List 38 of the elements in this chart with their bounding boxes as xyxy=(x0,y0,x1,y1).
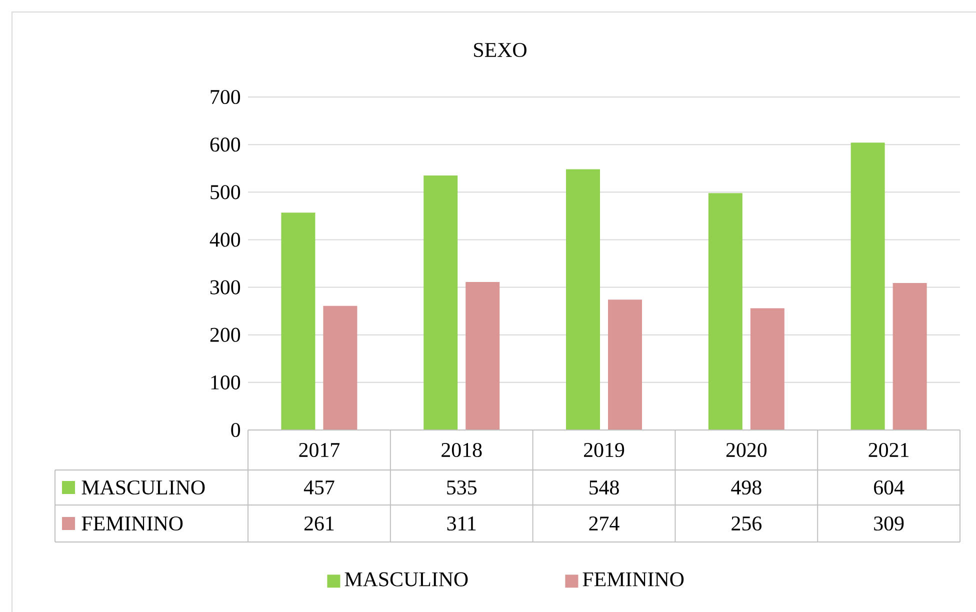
bar xyxy=(708,193,742,430)
y-tick-label: 600 xyxy=(210,138,240,152)
data-label: 548 xyxy=(590,480,619,495)
y-tick-label: 100 xyxy=(211,375,240,390)
x-tick-label: 2021 xyxy=(868,442,908,458)
data-label: 311 xyxy=(447,516,476,531)
bar xyxy=(750,308,784,430)
bar xyxy=(466,282,500,430)
data-label: 498 xyxy=(731,480,762,495)
x-tick-label: 2020 xyxy=(726,442,767,458)
text: MASCULINO xyxy=(344,572,468,586)
y-tick-label: 0 xyxy=(231,422,240,438)
data-label: 457 xyxy=(304,480,334,494)
y-tick-label: 500 xyxy=(210,185,240,200)
bar xyxy=(608,300,642,430)
legend-label: FEMININO xyxy=(582,572,684,586)
x-tick-label: 2017 xyxy=(299,442,340,458)
y-tick-label: 200 xyxy=(210,328,240,342)
bar xyxy=(850,142,885,430)
legend-label: MASCULINO xyxy=(82,480,205,495)
data-label: 261 xyxy=(304,516,334,531)
chart-title: SEXO xyxy=(474,42,526,58)
bar xyxy=(323,306,358,430)
data-label: 535 xyxy=(447,480,476,495)
bar xyxy=(281,212,316,430)
x-tick-label: 2018 xyxy=(442,442,482,458)
text: FEMININO xyxy=(82,516,183,531)
bar xyxy=(566,169,600,430)
y-tick-label: 400 xyxy=(210,232,240,247)
data-label: 256 xyxy=(732,516,762,531)
data-label: 274 xyxy=(589,516,620,530)
y-tick-label: 300 xyxy=(210,280,240,294)
data-label: 309 xyxy=(874,516,904,531)
y-tick-label: 700 xyxy=(210,90,240,104)
x-tick-label: 2019 xyxy=(584,442,624,458)
data-label: 604 xyxy=(874,480,904,495)
bar xyxy=(424,175,458,430)
bar xyxy=(892,283,927,430)
